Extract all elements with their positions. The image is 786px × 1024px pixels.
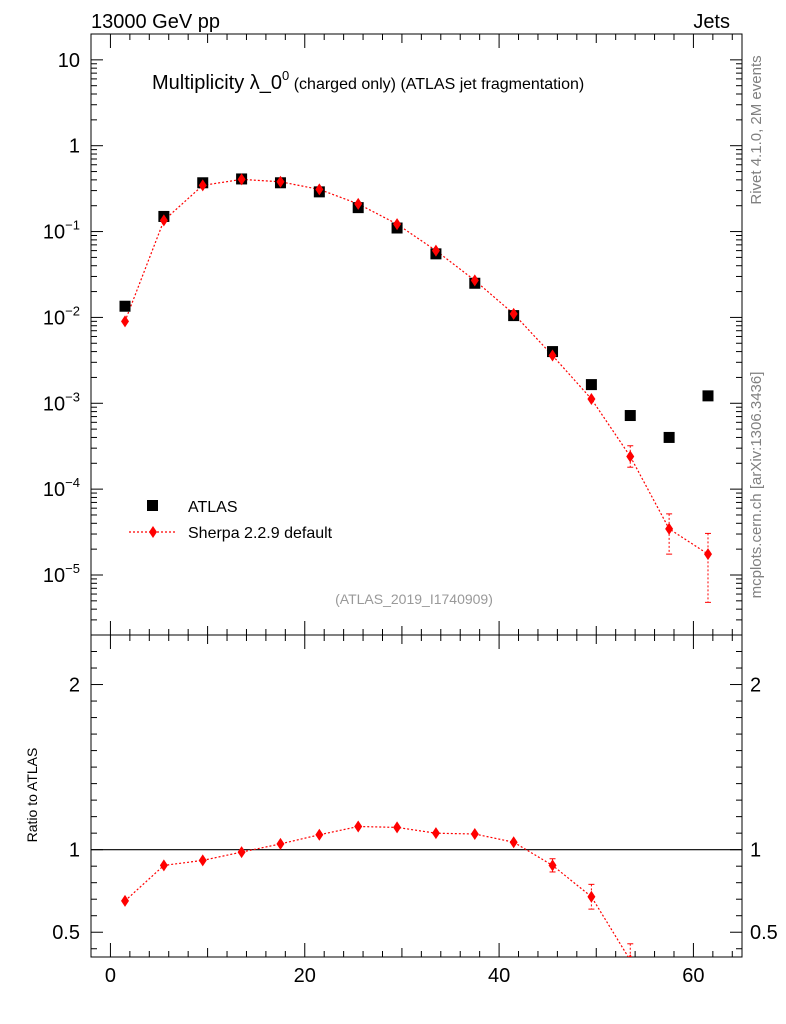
ratio-xtick-label: 0 xyxy=(105,965,116,987)
main-ytick-label: 10−4 xyxy=(43,475,80,501)
legend-label-sherpa: Sherpa 2.2.9 default xyxy=(188,525,333,542)
legend-label-atlas: ATLAS xyxy=(188,499,238,516)
ratio-panel: 0 20 40 60 0.5 0.5 1 1 2 2 Ratio to ATLAS xyxy=(24,634,778,987)
rivet-version-label: Rivet 4.1.0, 2M events xyxy=(748,55,765,204)
main-ytick-label: 10−5 xyxy=(43,561,80,587)
sherpa-curve xyxy=(124,178,709,555)
ratio-point xyxy=(628,954,633,957)
legend-marker-sherpa xyxy=(149,526,157,538)
main-ytick-label-exponent: −1 xyxy=(65,218,80,233)
main-data-layer xyxy=(119,173,714,603)
sherpa-point xyxy=(276,175,285,188)
ratio-ytick-label-right: 0.5 xyxy=(750,922,778,944)
main-title: Multiplicity λ_00 (charged only) (ATLAS … xyxy=(152,68,584,94)
sherpa-point xyxy=(354,197,363,210)
sherpa-point xyxy=(159,214,168,227)
ratio-point xyxy=(237,846,246,859)
sherpa-point xyxy=(470,274,479,287)
main-ytick-label-mantissa: 10 xyxy=(43,393,65,415)
main-ytick-label-mantissa: 10 xyxy=(43,479,65,501)
main-ytick-label: 10−1 xyxy=(43,218,80,244)
main-ytick-label: 10−2 xyxy=(43,303,80,329)
main-title-rest: (charged only) (ATLAS jet fragmentation) xyxy=(289,76,584,93)
atlas-point xyxy=(585,379,597,391)
main-ytick-label-exponent: −4 xyxy=(65,475,80,490)
sherpa-point xyxy=(198,179,207,192)
ratio-ytick-label-left: 1 xyxy=(69,840,80,862)
sherpa-point xyxy=(626,450,635,463)
ratio-point xyxy=(198,854,207,867)
ratio-ytick-label-left: 0.5 xyxy=(52,922,80,944)
sherpa-point xyxy=(237,173,246,186)
ratio-point xyxy=(509,836,518,849)
main-ytick-label-mantissa: 10 xyxy=(43,222,65,244)
ratio-point xyxy=(587,890,596,903)
sherpa-point xyxy=(315,183,324,196)
ratio-point xyxy=(354,820,363,833)
ratio-ytick-label-right: 2 xyxy=(750,675,761,697)
atlas-point xyxy=(119,300,131,312)
main-frame xyxy=(90,33,743,636)
legend: ATLAS Sherpa 2.2.9 default xyxy=(129,499,333,542)
sherpa-point xyxy=(121,315,130,328)
sherpa-point xyxy=(431,244,440,257)
sherpa-point xyxy=(509,307,518,320)
main-ytick-label-mantissa: 10 xyxy=(43,565,65,587)
ratio-ylabel: Ratio to ATLAS xyxy=(24,748,40,843)
sherpa-point xyxy=(703,548,712,561)
ratio-xtick-label: 40 xyxy=(488,965,510,987)
main-title-text: Multiplicity λ_0 xyxy=(152,72,282,94)
sherpa-point xyxy=(665,522,674,535)
header-right: Jets xyxy=(693,11,730,33)
ratio-point xyxy=(121,894,130,907)
ratio-ytick-label-left: 2 xyxy=(69,675,80,697)
ratio-series-group xyxy=(121,820,634,957)
ratio-curve xyxy=(124,825,629,957)
main-ytick-label-exponent: −3 xyxy=(65,389,80,404)
ratio-point xyxy=(159,859,168,872)
ratio-ytick-label-right: 1 xyxy=(750,840,761,862)
ratio-axis-ticks: 0 20 40 60 0.5 0.5 1 1 2 2 xyxy=(52,635,778,987)
atlas-point xyxy=(663,431,675,443)
atlas-point xyxy=(624,410,636,422)
main-ytick-label: 10−3 xyxy=(43,389,80,415)
sherpa-point xyxy=(587,393,596,406)
legend-marker-atlas xyxy=(147,500,158,511)
sherpa-point xyxy=(393,218,402,231)
main-title-sup: 0 xyxy=(282,68,289,83)
ratio-point xyxy=(548,859,557,872)
ratio-xtick-label: 60 xyxy=(682,965,704,987)
main-ytick-label-mantissa: 10 xyxy=(43,307,65,329)
main-ytick-label: 1 xyxy=(69,136,80,158)
watermark: (ATLAS_2019_I1740909) xyxy=(335,591,493,607)
ratio-point xyxy=(393,821,402,834)
main-ytick-label-exponent: −5 xyxy=(65,561,80,576)
ratio-data-layer xyxy=(91,820,742,957)
header-left: 13000 GeV pp xyxy=(91,11,220,33)
sherpa-point xyxy=(548,349,557,362)
main-ytick-label: 10 xyxy=(58,50,80,72)
ratio-xtick-label: 20 xyxy=(294,965,316,987)
ratio-point xyxy=(276,837,285,850)
mcplots-source-label: mcplots.cern.ch [arXiv:1306.3436] xyxy=(748,372,765,599)
ratio-point xyxy=(431,827,440,840)
ratio-point xyxy=(315,828,324,841)
atlas-point xyxy=(702,390,714,402)
main-ytick-label-exponent: −2 xyxy=(65,303,80,318)
ratio-frame xyxy=(90,634,743,958)
ratio-point xyxy=(470,827,479,840)
